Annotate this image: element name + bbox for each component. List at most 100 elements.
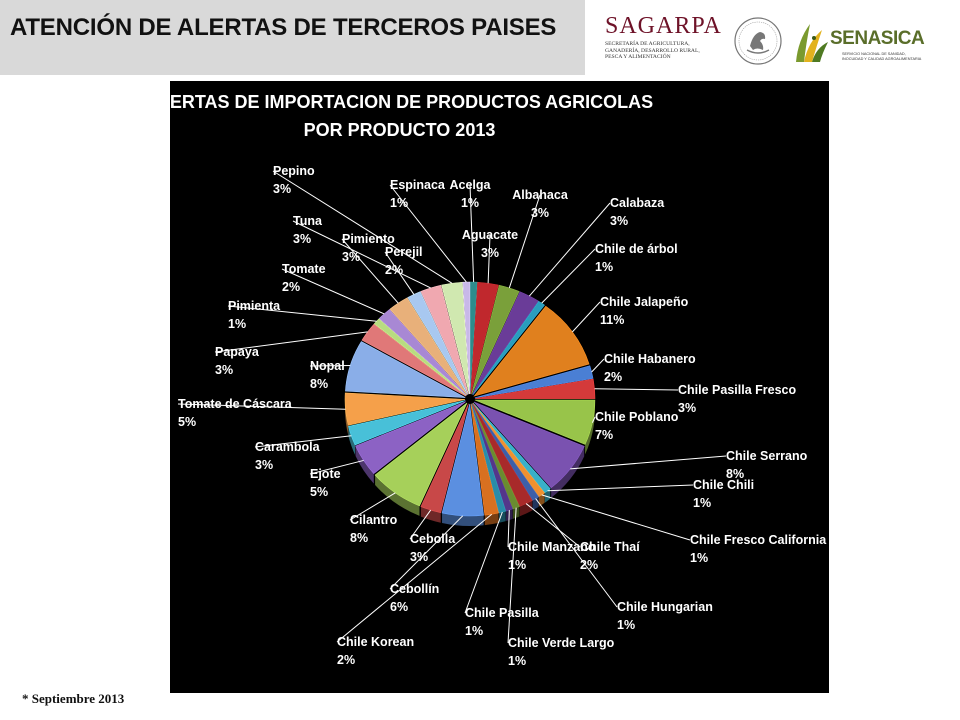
sagarpa-subtitle-line: GANADERÍA, DESARROLLO RURAL, — [605, 47, 700, 54]
pie-slice-albahaca — [471, 284, 520, 395]
pie-label-name-tomate: Tomate — [282, 262, 326, 276]
pie-label-value-chile-jalapeno: 11% — [600, 313, 624, 327]
pie-labels-layer: Acelga1%Aguacate3%Albahaca3%Calabaza3%Ch… — [178, 164, 827, 668]
pie-slice-side-carambola — [348, 426, 356, 455]
pie-leader-acelga — [469, 184, 475, 283]
senasica-logo: SENASICA SERVICIO NACIONAL DE SANIDAD, I… — [790, 18, 940, 68]
pie-leader-chile-habanero — [591, 358, 605, 373]
pie-label-value-chile-pasilla-fresco: 3% — [678, 401, 696, 415]
pie-leader-chile-jalapeno — [572, 301, 601, 333]
pie-slice-side-ejote — [355, 445, 374, 484]
pie-label-value-perejil: 2% — [385, 263, 403, 277]
pie-label-name-papaya: Papaya — [215, 345, 260, 359]
pie-slice-espinaca — [462, 281, 471, 395]
title-band — [0, 0, 585, 75]
pie-leader-pimienta — [227, 305, 377, 322]
pie-label-value-chile-de-arbol: 1% — [595, 260, 613, 274]
pie-slice-side-chile-thai — [519, 500, 533, 517]
pie-label-name-chile-habanero: Chile Habanero — [604, 352, 696, 366]
pie-leader-papaya — [214, 331, 368, 353]
pie-label-name-chile-chili: Chile Chili — [693, 478, 754, 492]
pie-label-name-chile-serrano: Chile Serrano — [726, 449, 808, 463]
pie-label-value-cebollin: 6% — [390, 600, 408, 614]
pie-label-value-carambola: 3% — [255, 458, 273, 472]
pie-label-value-espinaca: 1% — [390, 196, 408, 210]
pie-label-value-chile-korean: 2% — [337, 653, 355, 667]
pie-label-value-tuna: 3% — [293, 232, 311, 246]
pie-slice-side-tomate-de-cascara — [345, 399, 349, 436]
pie-chart: ALERTAS DE IMPORTACION DE PRODUCTOS AGRI… — [170, 92, 827, 668]
pie-slice-pimienta — [373, 318, 467, 396]
pie-label-name-chile-poblano: Chile Poblano — [595, 410, 679, 424]
pie-leader-chile-korean — [336, 513, 493, 643]
pie-leader-aguacate — [487, 234, 491, 284]
pie-leader-chile-pasilla-fresco — [594, 388, 679, 391]
pie-slice-cilantro — [374, 402, 468, 507]
pie-leader-chile-poblano — [591, 416, 596, 423]
pie-label-name-pimienta: Pimienta — [228, 299, 281, 313]
pie-leader-lines — [177, 170, 727, 644]
pie-label-name-espinaca: Espinaca — [390, 178, 446, 192]
sagarpa-subtitle-line: PESCA Y ALIMENTACIÓN — [605, 54, 671, 61]
pie-slice-side-chile-poblano — [585, 400, 595, 455]
pie-label-value-calabaza: 3% — [610, 214, 628, 228]
pie-slice-cebollin — [441, 403, 484, 517]
pie-label-value-aguacate: 3% — [481, 246, 499, 260]
senasica-logo-name: SENASICA — [830, 28, 925, 49]
pie-label-name-pimiento: Pimiento — [342, 232, 395, 246]
pie-label-value-nopal: 8% — [310, 377, 328, 391]
pie-label-name-cebolla: Cebolla — [410, 532, 456, 546]
pie-label-name-chile-de-arbol: Chile de árbol — [595, 242, 678, 256]
pie-label-name-chile-jalapeno: Chile Jalapeño — [600, 295, 689, 309]
pie-leader-ejote — [309, 459, 364, 475]
pie-label-name-chile-korean: Chile Korean — [337, 635, 414, 649]
pie-label-name-tomate-de-cascara: Tomate de Cáscara — [178, 397, 293, 411]
pie-slices-layer — [344, 281, 596, 517]
pie-slice-side-chile-korean — [484, 512, 499, 526]
pie-label-name-chile-fresco-california: Chile Fresco California — [690, 533, 827, 547]
pie-label-name-carambola: Carambola — [255, 440, 321, 454]
pie-leader-cebolla — [409, 509, 432, 540]
pie-slice-side-chile-pasilla — [498, 511, 506, 523]
pie-slice-side-cebolla — [420, 506, 441, 523]
pie-label-name-chile-verde-largo: Chile Verde Largo — [508, 636, 615, 650]
pie-label-value-albahaca: 3% — [531, 206, 549, 220]
pie-leader-pepino — [272, 170, 453, 284]
pie-label-value-pimiento: 3% — [342, 250, 360, 264]
senasica-logo-subtitle: SERVICIO NACIONAL DE SANIDAD, INOCUIDAD … — [842, 52, 938, 61]
footnote: * Septiembre 2013 — [22, 691, 125, 706]
pie-leader-calabaza — [528, 202, 611, 297]
pie-label-value-chile-thai: 2% — [580, 558, 598, 572]
pie-slice-side-chile-fresco-california — [538, 492, 545, 507]
pie-label-name-chile-pasilla-fresco: Chile Pasilla Fresco — [678, 383, 796, 397]
sagarpa-logo-name: SAGARPA — [605, 13, 722, 39]
pie-label-value-pimienta: 1% — [228, 317, 246, 331]
pie-leader-chile-serrano — [570, 455, 727, 470]
pie-slice-perejil — [407, 291, 469, 395]
pie-slice-side-cilantro — [375, 475, 420, 516]
pie-label-name-aguacate: Aguacate — [462, 228, 518, 242]
pie-label-value-ejote: 5% — [310, 485, 328, 499]
pie-leader-cebollin — [389, 515, 464, 590]
pie-slice-cebolla — [420, 403, 469, 514]
chart-title-line-2: POR PRODUCTO 2013 — [304, 120, 496, 140]
pie-leader-tuna — [292, 220, 431, 289]
pie-leader-espinaca — [389, 184, 467, 283]
pie-leader-chile-hungarian — [535, 498, 618, 608]
pie-label-value-chile-chili: 1% — [693, 496, 711, 510]
pie-slice-tomate-de-cascara — [344, 392, 466, 426]
pie-label-value-chile-verde-largo: 1% — [508, 654, 526, 668]
pie-leader-chile-manzano — [507, 510, 510, 548]
sagarpa-subtitle-line: SECRETARÍA DE AGRICULTURA, — [605, 41, 690, 47]
sagarpa-logo: SAGARPA SECRETARÍA DE AGRICULTURA, GANAD… — [605, 13, 722, 70]
pie-label-value-pepino: 3% — [273, 182, 291, 196]
pie-label-name-chile-thai: Chile Thaí — [580, 540, 640, 554]
pie-label-name-perejil: Perejil — [385, 245, 423, 259]
pie-leader-nopal — [309, 364, 351, 367]
pie-label-name-chile-hungarian: Chile Hungarian — [617, 600, 713, 614]
senasica-corn-icon — [796, 24, 828, 62]
pie-label-name-calabaza: Calabaza — [610, 196, 665, 210]
pie-label-value-chile-poblano: 7% — [595, 428, 613, 442]
pie-label-value-cebolla: 3% — [410, 550, 428, 564]
sagarpa-logo-subtitle: SECRETARÍA DE AGRICULTURA, GANADERÍA, DE… — [605, 41, 720, 61]
